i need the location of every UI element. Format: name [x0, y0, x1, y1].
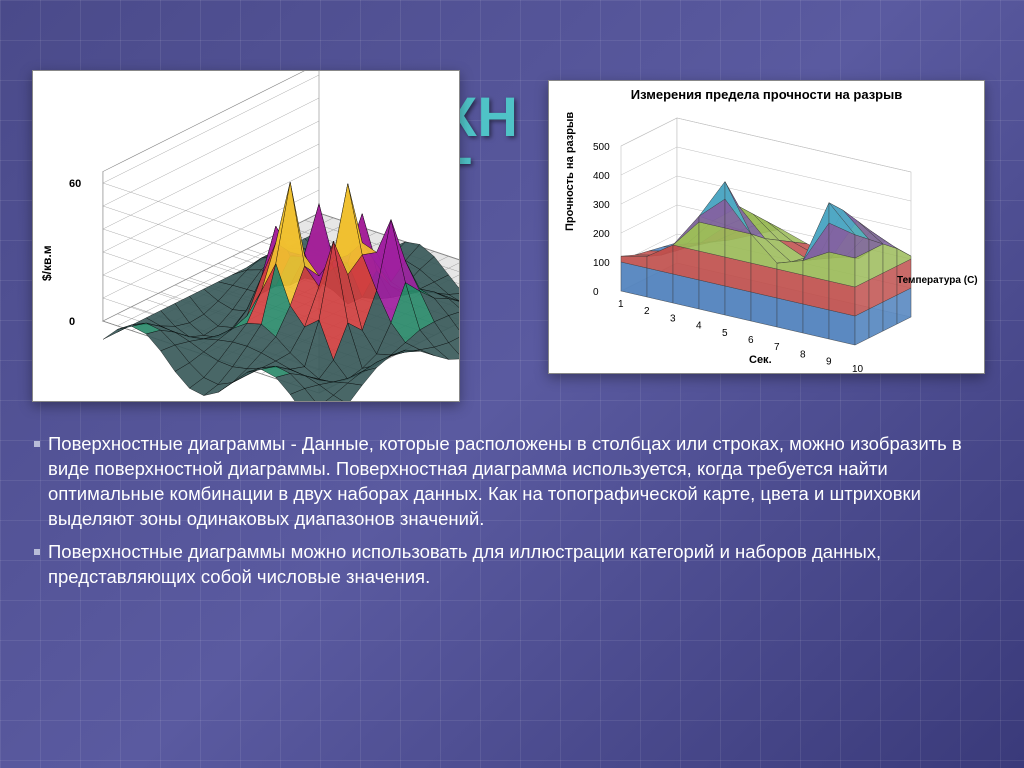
svg-text:2: 2 [644, 306, 650, 317]
svg-text:5: 5 [722, 328, 728, 339]
svg-text:8: 8 [800, 349, 806, 360]
svg-text:300: 300 [593, 200, 610, 211]
svg-text:400: 400 [593, 171, 610, 182]
svg-text:Прочность на разрыв: Прочность на разрыв [564, 112, 576, 231]
right-surface-chart: Измерения предела прочности на разрыв 01… [548, 80, 985, 374]
svg-text:9: 9 [826, 357, 832, 368]
svg-text:3: 3 [670, 313, 676, 324]
svg-text:10: 10 [852, 364, 864, 373]
svg-text:7: 7 [774, 342, 780, 353]
left-surface-chart: 0 60 $/кв.м [32, 70, 460, 402]
svg-text:60: 60 [69, 178, 81, 190]
svg-text:Температура (C): Температура (C) [897, 275, 978, 286]
paragraph-1: Поверхностные диаграммы - Данные, которы… [34, 432, 990, 532]
svg-text:200: 200 [593, 229, 610, 240]
svg-text:0: 0 [593, 287, 599, 298]
svg-text:$/кв.м: $/кв.м [40, 245, 54, 281]
left-chart-svg: 0 60 $/кв.м [33, 71, 459, 401]
right-chart-svg: 0 100 200 300 400 500 1 2 3 4 5 6 7 8 9 10 Прочность на … [549, 81, 984, 373]
paragraph-2: Поверхностные диаграммы можно использова… [34, 540, 990, 590]
svg-text:0: 0 [69, 316, 75, 328]
svg-text:500: 500 [593, 142, 610, 153]
svg-text:4: 4 [696, 321, 702, 332]
svg-text:Сек.: Сек. [749, 354, 772, 366]
svg-text:100: 100 [593, 258, 610, 269]
svg-text:6: 6 [748, 335, 754, 346]
description-text: Поверхностные диаграммы - Данные, которы… [34, 432, 990, 598]
svg-text:1: 1 [618, 299, 624, 310]
